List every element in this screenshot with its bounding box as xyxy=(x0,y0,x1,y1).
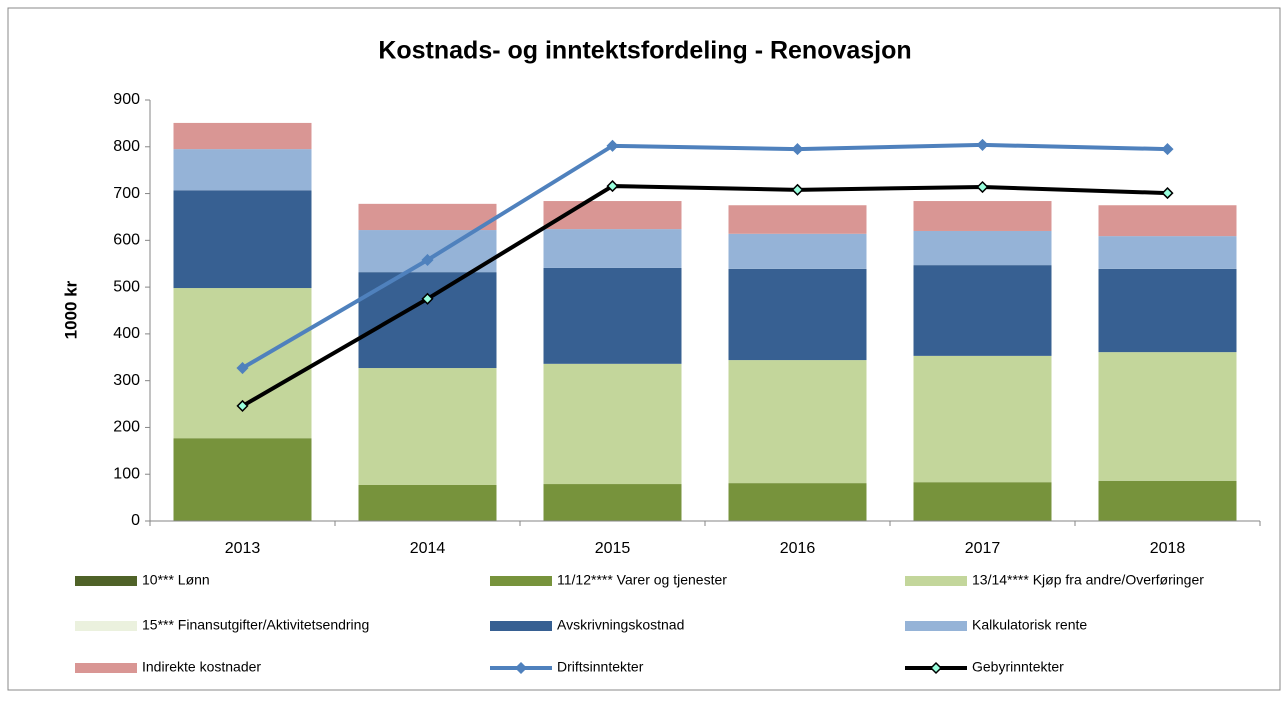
legend-label: Indirekte kostnader xyxy=(142,659,261,675)
legend-swatch xyxy=(905,621,967,631)
x-tick-label: 2017 xyxy=(965,540,1001,557)
bar xyxy=(728,360,867,484)
bar xyxy=(173,438,312,521)
y-tick-label: 0 xyxy=(131,512,140,529)
bar xyxy=(728,233,867,269)
y-tick-label: 300 xyxy=(113,372,140,389)
y-tick-label: 700 xyxy=(113,185,140,202)
legend-label: 10*** Lønn xyxy=(142,572,210,588)
legend-swatch xyxy=(490,621,552,631)
marker xyxy=(236,399,249,412)
x-tick-label: 2018 xyxy=(1150,540,1186,557)
y-axis-label: 1000 kr xyxy=(61,280,80,339)
bar xyxy=(913,265,1052,356)
bar xyxy=(913,482,1052,521)
bar xyxy=(913,355,1052,483)
bar xyxy=(1098,268,1237,353)
bar xyxy=(173,122,312,150)
bar xyxy=(728,205,867,234)
line xyxy=(241,142,1168,370)
marker xyxy=(1161,187,1174,200)
marker xyxy=(976,180,989,194)
y-tick-label: 400 xyxy=(113,325,140,342)
bar xyxy=(728,268,867,361)
bar xyxy=(543,363,682,485)
legend-swatch xyxy=(75,621,137,631)
marker xyxy=(976,138,989,151)
y-tick-label: 900 xyxy=(113,91,140,108)
bar xyxy=(1098,236,1237,269)
legend-marker xyxy=(929,661,943,675)
legend-swatch xyxy=(75,663,137,673)
bar xyxy=(358,368,497,485)
legend-swatch xyxy=(490,576,552,586)
legend-label: 11/12**** Varer og tjenester xyxy=(557,572,727,588)
y-tick-label: 500 xyxy=(113,278,140,295)
line xyxy=(241,184,1168,408)
bar xyxy=(543,484,682,521)
marker xyxy=(791,183,804,196)
bar xyxy=(543,229,682,268)
x-tick-label: 2016 xyxy=(780,540,816,557)
legend-label: Kalkulatorisk rente xyxy=(972,617,1087,633)
legend-swatch xyxy=(905,576,967,586)
y-tick-label: 600 xyxy=(113,232,140,249)
legend-swatch xyxy=(75,576,137,586)
y-tick-label: 100 xyxy=(113,465,140,482)
marker xyxy=(421,292,434,305)
marker xyxy=(421,253,434,267)
bar xyxy=(173,190,312,289)
marker xyxy=(606,180,619,193)
legend-label: 13/14**** Kjøp fra andre/Overføringer xyxy=(972,572,1204,588)
legend-label: Gebyrinntekter xyxy=(972,659,1064,675)
bar xyxy=(1098,205,1237,237)
bar xyxy=(358,203,497,231)
marker xyxy=(1161,143,1174,156)
marker xyxy=(791,143,804,156)
bar xyxy=(173,149,312,191)
chart-title: Kostnads- og inntektsfordeling - Renovas… xyxy=(378,37,911,65)
bar xyxy=(543,267,682,364)
bar xyxy=(913,201,1052,231)
legend-label: 15*** Finansutgifter/Aktivitetsendring xyxy=(142,617,369,633)
bar xyxy=(728,483,867,521)
marker xyxy=(606,139,619,152)
x-tick-label: 2015 xyxy=(595,540,631,557)
bar xyxy=(1098,352,1237,481)
y-tick-label: 200 xyxy=(113,419,140,436)
bar xyxy=(358,484,497,521)
legend-label: Driftsinntekter xyxy=(557,659,644,675)
bar xyxy=(1098,480,1237,521)
legend-marker xyxy=(514,661,528,675)
bar xyxy=(913,230,1052,266)
y-tick-label: 800 xyxy=(113,138,140,155)
x-tick-label: 2014 xyxy=(410,540,446,557)
x-tick-label: 2013 xyxy=(225,540,261,557)
legend-label: Avskrivningskostnad xyxy=(557,617,684,633)
marker xyxy=(236,361,249,375)
